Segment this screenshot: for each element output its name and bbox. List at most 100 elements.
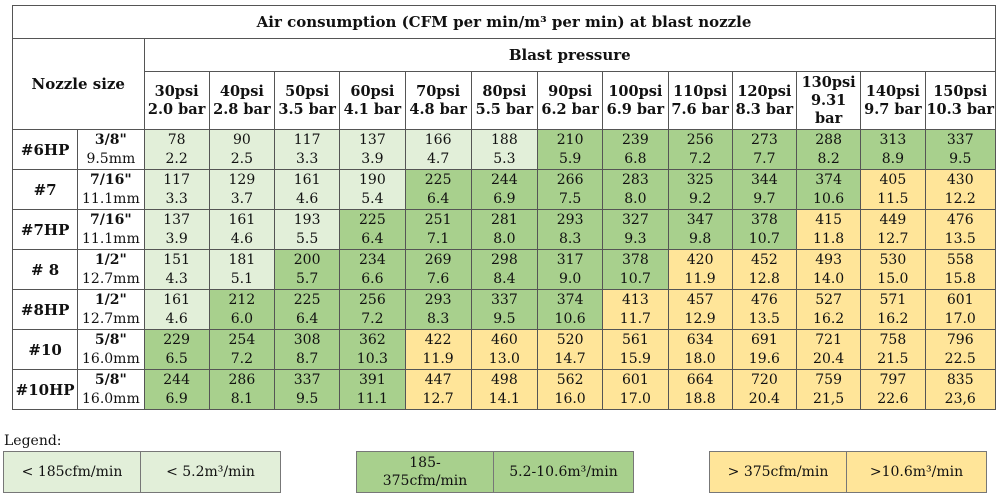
value-cell: 273 7.7 [731,129,798,170]
m3-value: 6.4 [295,310,319,327]
cfm-value: 493 [815,251,842,268]
m3-value: 21,5 [813,390,845,407]
cfm-value: 337 [491,291,518,308]
value-cell: 166 4.7 [404,129,472,170]
cfm-value: 283 [622,171,649,188]
m3-value: 12.8 [748,270,780,287]
m3-value: 23,6 [944,390,976,407]
value-cell: 378 10.7 [731,209,798,250]
m3-value: 4.6 [165,310,188,327]
value-cell: 244 6.9 [143,369,210,410]
value-cell: 190 5.4 [339,169,406,210]
pressure-header-7: 100psi 6.9 bar [602,71,669,130]
value-cell: 664 18.8 [667,369,733,410]
value-cell: 413 11.7 [602,289,669,330]
value-cell: 327 9.3 [602,209,669,250]
value-cell: 797 22.6 [860,369,926,410]
pressure-psi: 150psi [933,82,988,100]
nozzle-inch: 5/8" [94,331,127,348]
cfm-value: 137 [359,131,386,148]
value-cell: 117 3.3 [143,169,210,210]
pressure-psi: 30psi [154,82,199,100]
m3-value: 2.5 [230,150,253,167]
value-cell: 721 20.4 [795,329,862,370]
cfm-value: 273 [751,131,778,148]
cfm-value: 405 [879,171,907,188]
value-cell: 293 8.3 [536,209,604,250]
pressure-psi: 60psi [350,82,395,100]
value-cell: 391 11.1 [339,369,406,410]
cfm-value: 457 [686,291,714,308]
value-cell: 281 8.0 [470,209,539,250]
nozzle-dimension: 5/8" 16.0mm [77,329,145,370]
pressure-bar: 6.9 bar [606,100,665,118]
value-cell: 571 16.2 [860,289,926,330]
m3-value: 4.3 [165,270,188,287]
cfm-value: 239 [622,131,649,148]
nozzle-mm: 11.1mm [82,190,140,207]
cfm-value: 234 [359,251,386,268]
legend-mid-cfm: 185-375cfm/min [382,455,468,489]
m3-value: 7.2 [361,310,384,327]
cfm-value: 298 [491,251,518,268]
value-cell: 374 10.6 [795,169,862,210]
cfm-value: 374 [815,171,842,188]
air-consumption-table: Air consumption (CFM per min/m³ per min)… [11,5,996,410]
m3-value: 6.0 [230,310,253,327]
m3-value: 16.2 [813,310,845,327]
m3-value: 18.0 [684,350,716,367]
cfm-value: 378 [622,251,649,268]
legend-mid-m3: 5.2-10.6m³/min [493,452,633,492]
cfm-value: 476 [946,211,974,228]
value-cell: 288 8.2 [795,129,862,170]
nozzle-id: #10 [11,329,79,370]
m3-value: 18.8 [684,390,716,407]
pressure-psi: 40psi [219,82,264,100]
legend-low-cfm: < 185cfm/min [21,464,123,480]
m3-value: 7.2 [688,150,712,167]
cfm-value: 244 [491,171,518,188]
cfm-value: 601 [622,371,649,388]
value-cell: 161 4.6 [208,209,276,250]
cfm-value: 796 [946,331,974,348]
m3-value: 17.0 [944,310,976,327]
cfm-value: 835 [946,371,974,388]
cfm-value: 313 [879,131,907,148]
cfm-value: 337 [946,131,974,148]
cfm-value: 422 [424,331,452,348]
table-row: #6HP 3/8" 9.5mm 78 2.2 90 2.5 117 3.3 137 3.9 166 4.… [11,129,996,170]
value-cell: 193 5.5 [273,209,341,250]
pressure-header-12: 150psi 10.3 bar [924,71,996,130]
value-cell: 337 9.5 [273,369,341,410]
cfm-value: 117 [163,171,190,188]
value-cell: 256 7.2 [667,129,733,170]
value-cell: 137 3.9 [339,129,406,170]
pressure-bar: 7.6 bar [671,100,729,118]
m3-value: 3.3 [165,190,188,207]
m3-value: 7.6 [426,270,450,287]
value-cell: 151 4.3 [143,249,210,290]
table-row: #8HP 1/2" 12.7mm 161 4.6 212 6.0 225 6.4 256 7.2 29… [11,289,996,330]
table-row: # 8 1/2" 12.7mm 151 4.3 181 5.1 200 5.7 234 6.6 269… [11,249,996,290]
pressure-psi: 80psi [482,82,527,100]
m3-value: 16.0 [554,390,586,407]
cfm-value: 344 [751,171,778,188]
table-title: Air consumption (CFM per min/m³ per min)… [12,5,996,39]
cfm-value: 337 [293,371,321,388]
m3-value: 21.5 [877,350,909,367]
value-cell: 337 9.5 [924,129,996,170]
cfm-value: 558 [946,251,974,268]
nozzle-mm: 12.7mm [82,310,140,327]
cfm-value: 378 [751,211,778,228]
cfm-value: 720 [751,371,778,388]
table-row: #7 7/16" 11.1mm 117 3.3 129 3.7 161 4.6 190 5.4 225… [11,169,996,210]
value-cell: 251 7.1 [404,209,472,250]
cfm-value: 634 [686,331,714,348]
value-cell: 420 11.9 [667,249,733,290]
m3-value: 6.6 [361,270,384,287]
m3-value: 14.1 [488,390,520,407]
m3-value: 8.7 [295,350,319,367]
m3-value: 5.4 [361,190,384,207]
m3-value: 10.6 [813,190,845,207]
value-cell: 835 23,6 [924,369,996,410]
